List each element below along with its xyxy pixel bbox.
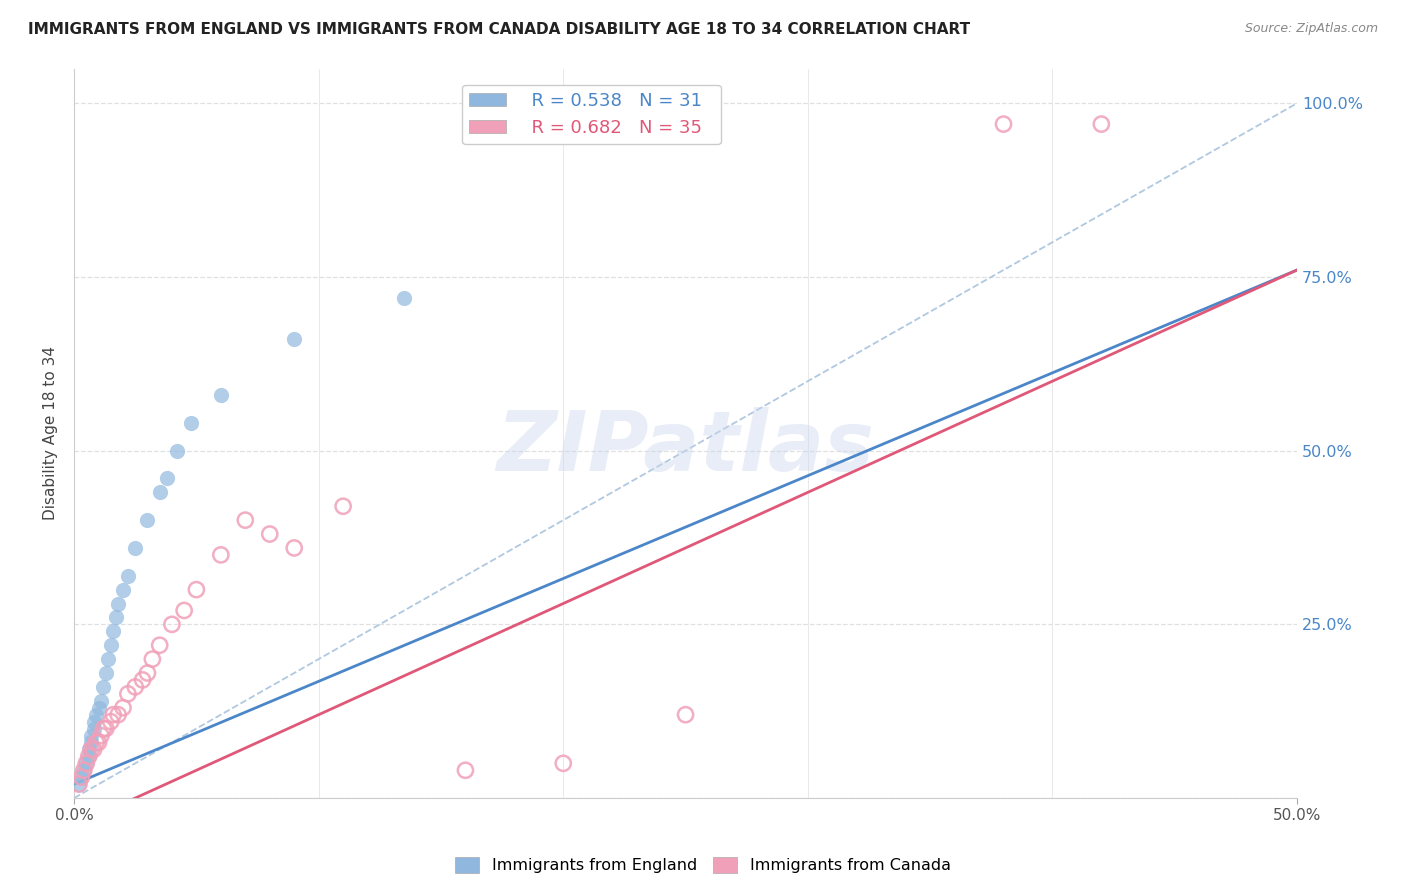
- Point: [107, 707, 129, 722]
- Point: [160, 617, 183, 632]
- Point: [233, 513, 256, 527]
- Point: [136, 665, 159, 680]
- Point: [186, 582, 208, 597]
- Point: [675, 707, 697, 722]
- Point: [83, 714, 105, 729]
- Text: Source: ZipAtlas.com: Source: ZipAtlas.com: [1244, 22, 1378, 36]
- Text: ZIPatlas: ZIPatlas: [496, 408, 875, 489]
- Point: [124, 680, 146, 694]
- Point: [77, 749, 100, 764]
- Point: [100, 638, 122, 652]
- Point: [73, 764, 96, 778]
- Point: [993, 117, 1015, 131]
- Point: [77, 749, 100, 764]
- Point: [209, 548, 232, 562]
- Point: [332, 500, 354, 514]
- Point: [111, 700, 134, 714]
- Point: [166, 443, 188, 458]
- Point: [1090, 117, 1112, 131]
- Point: [90, 694, 112, 708]
- Point: [117, 687, 139, 701]
- Point: [67, 777, 90, 791]
- Point: [454, 764, 477, 778]
- Point: [84, 735, 107, 749]
- Point: [83, 742, 105, 756]
- Point: [103, 707, 125, 722]
- Point: [73, 764, 96, 778]
- Legend: Immigrants from England, Immigrants from Canada: Immigrants from England, Immigrants from…: [449, 850, 957, 880]
- Point: [156, 471, 179, 485]
- Point: [107, 597, 129, 611]
- Point: [173, 603, 195, 617]
- Point: [80, 742, 103, 756]
- Text: IMMIGRANTS FROM ENGLAND VS IMMIGRANTS FROM CANADA DISABILITY AGE 18 TO 34 CORREL: IMMIGRANTS FROM ENGLAND VS IMMIGRANTS FR…: [28, 22, 970, 37]
- Point: [259, 527, 281, 541]
- Point: [90, 729, 112, 743]
- Point: [75, 756, 97, 771]
- Point: [149, 638, 172, 652]
- Point: [149, 485, 172, 500]
- Point: [141, 652, 163, 666]
- Point: [93, 680, 115, 694]
- Point: [180, 416, 202, 430]
- Point: [80, 735, 103, 749]
- Y-axis label: Disability Age 18 to 34: Disability Age 18 to 34: [44, 346, 58, 520]
- Point: [394, 291, 416, 305]
- Point: [111, 582, 134, 597]
- Point: [75, 756, 97, 771]
- Point: [70, 770, 93, 784]
- Point: [103, 624, 125, 639]
- Point: [117, 568, 139, 582]
- Point: [131, 673, 153, 687]
- Point: [124, 541, 146, 555]
- Point: [87, 700, 110, 714]
- Point: [87, 735, 110, 749]
- Point: [80, 729, 103, 743]
- Legend:   R = 0.538   N = 31  ,   R = 0.682   N = 35  : R = 0.538 N = 31 , R = 0.682 N = 35: [463, 85, 721, 145]
- Point: [93, 722, 115, 736]
- Point: [209, 388, 232, 402]
- Point: [70, 770, 93, 784]
- Point: [283, 541, 305, 555]
- Point: [283, 333, 305, 347]
- Point: [83, 722, 105, 736]
- Point: [104, 610, 127, 624]
- Point: [97, 652, 120, 666]
- Point: [94, 722, 117, 736]
- Point: [84, 707, 107, 722]
- Point: [553, 756, 575, 771]
- Point: [94, 665, 117, 680]
- Point: [77, 742, 100, 756]
- Point: [100, 714, 122, 729]
- Point: [136, 513, 159, 527]
- Point: [67, 777, 90, 791]
